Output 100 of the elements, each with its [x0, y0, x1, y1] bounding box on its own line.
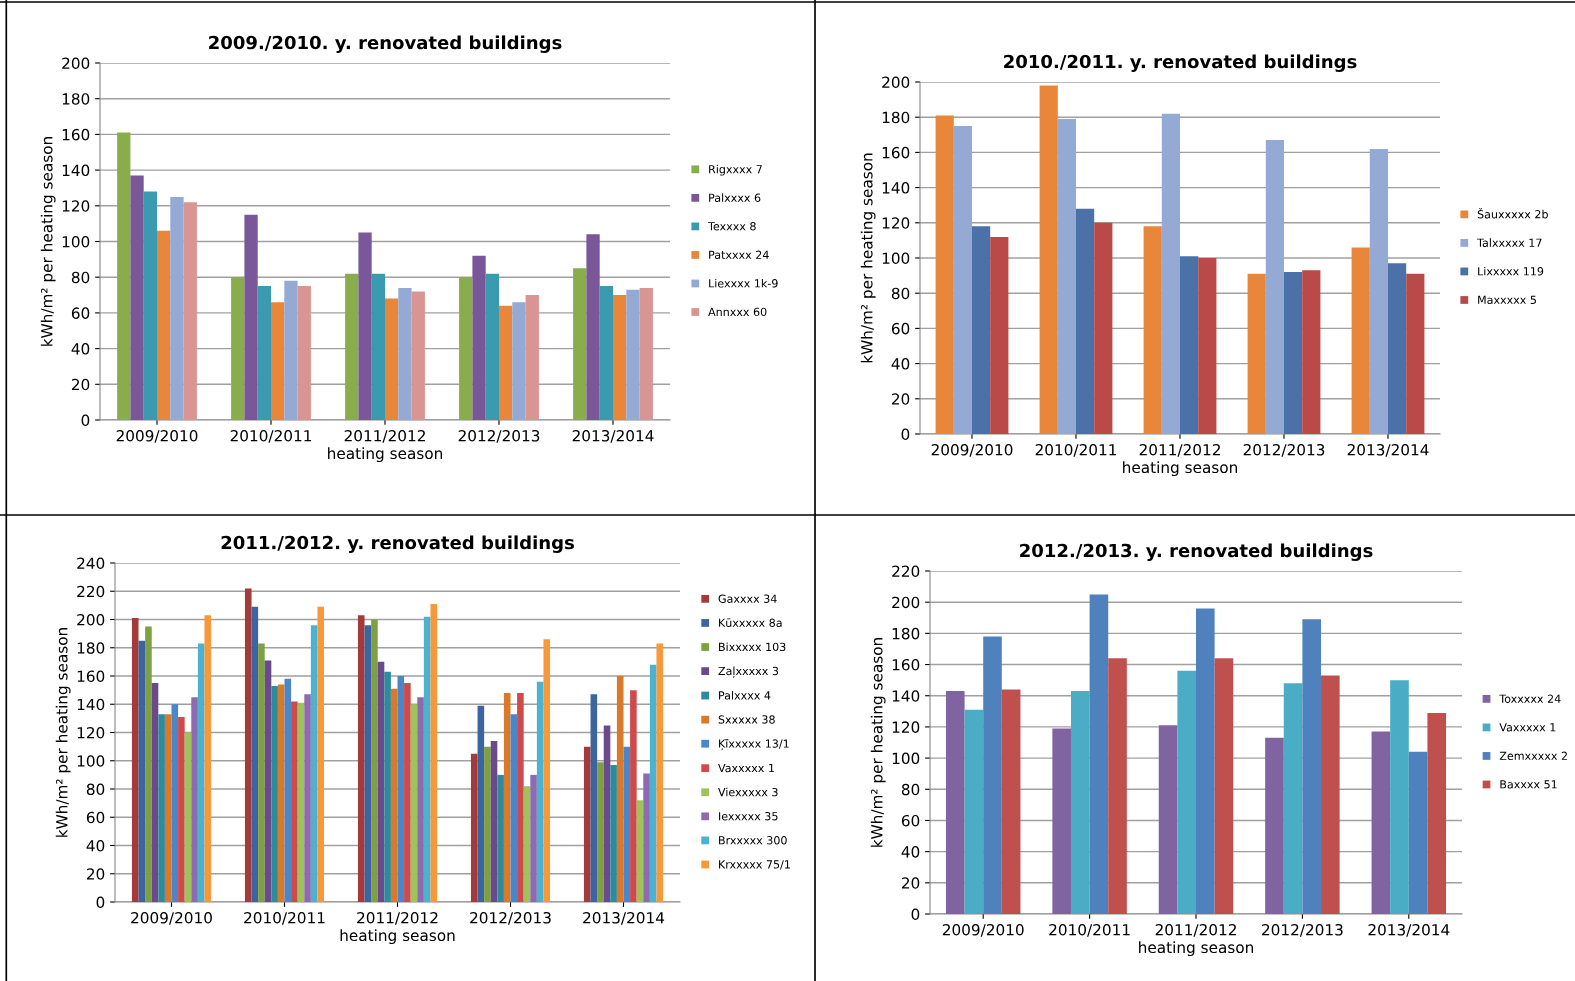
bar — [411, 291, 425, 420]
bar — [151, 683, 159, 902]
y-tick-label: 120 — [77, 726, 105, 739]
x-tick-label: 2009/2010 — [942, 923, 1024, 937]
bar — [573, 268, 587, 420]
bar — [158, 714, 165, 902]
bar — [385, 298, 399, 420]
y-tick-label: 200 — [892, 596, 920, 609]
y-axis-title: kWh/m² per heating season — [870, 638, 886, 847]
bar — [459, 277, 473, 420]
bar — [510, 714, 518, 902]
bar — [512, 302, 526, 420]
bar — [297, 286, 311, 420]
bar — [178, 716, 185, 902]
y-tick-label: 40 — [901, 846, 920, 858]
y-tick-label: 40 — [71, 343, 90, 355]
legend-label: Viexxxxx 3 — [718, 787, 778, 797]
bar — [1039, 85, 1058, 434]
bar — [597, 762, 604, 902]
x-tick-label: 2013/2014 — [572, 429, 654, 443]
y-tick-label: 140 — [62, 164, 90, 177]
bar — [251, 606, 259, 902]
y-tick-label: 100 — [882, 252, 910, 265]
bar — [472, 255, 486, 420]
bar — [284, 280, 298, 420]
bar — [643, 773, 650, 902]
bar — [404, 683, 411, 902]
bar — [258, 643, 265, 902]
bar — [1161, 113, 1180, 434]
bar — [497, 774, 504, 902]
bar — [499, 305, 513, 420]
legend-label: Patxxxx 24 — [709, 250, 769, 259]
bar — [297, 702, 305, 902]
bar — [1143, 226, 1162, 434]
bar — [1247, 273, 1266, 434]
bar — [485, 273, 499, 420]
y-tick-label: 200 — [77, 613, 105, 626]
bar — [536, 681, 544, 902]
bar — [157, 230, 171, 420]
y-tick-label: 140 — [892, 690, 920, 702]
y-tick-label: 180 — [62, 93, 90, 105]
bar — [358, 232, 372, 420]
bar — [583, 746, 591, 902]
y-tick-label: 60 — [86, 811, 105, 824]
x-tick-label: 2009/2010 — [131, 911, 212, 925]
bar — [143, 191, 157, 420]
x-tick-label: 2011/2012 — [1155, 923, 1236, 937]
bar — [1283, 683, 1303, 914]
bar — [616, 676, 624, 902]
legend-label: Ķīxxxxx 13/1 — [719, 739, 789, 751]
bar — [304, 694, 311, 902]
bar — [636, 800, 644, 902]
bar — [626, 289, 640, 420]
bar — [1302, 619, 1322, 914]
bar — [945, 691, 965, 914]
bar — [523, 786, 531, 902]
legend-label: Rigxxxx 7 — [709, 164, 762, 176]
bar — [603, 725, 611, 902]
bar — [1057, 118, 1076, 434]
y-tick-label: 60 — [901, 814, 920, 827]
x-tick-label: 2013/2014 — [1368, 923, 1450, 937]
y-tick-label: 120 — [62, 200, 90, 212]
legend-label: Zemxxxxx 2 — [1499, 751, 1567, 760]
y-tick-label: 0 — [81, 414, 90, 427]
legend-label: Palxxxx 4 — [719, 690, 771, 700]
bar — [972, 226, 991, 434]
y-tick-label: 180 — [892, 627, 920, 640]
bar — [599, 286, 613, 420]
y-tick-label: 200 — [882, 76, 910, 89]
bar — [231, 277, 245, 420]
bar — [590, 694, 598, 902]
bar — [384, 671, 391, 902]
y-tick-label: 0 — [96, 896, 105, 909]
bar — [117, 132, 131, 420]
bar — [277, 684, 285, 902]
bar — [364, 625, 372, 902]
bar — [191, 697, 198, 902]
bar — [543, 639, 551, 902]
x-tick-label: 2013/2014 — [1347, 443, 1429, 457]
x-tick-label: 2012/2013 — [458, 429, 540, 443]
bar — [390, 688, 398, 902]
x-axis-title: heating season — [340, 929, 455, 945]
legend-label: Gaxxxx 34 — [718, 594, 777, 603]
legend-label: Kūxxxxx 8a — [719, 618, 782, 627]
y-tick-label: 160 — [882, 146, 910, 159]
y-tick-label: 160 — [892, 659, 920, 671]
bar — [291, 701, 298, 902]
bar — [1284, 272, 1303, 434]
bar — [423, 616, 431, 902]
bar — [357, 615, 365, 902]
bar — [164, 714, 172, 902]
bar — [1177, 670, 1196, 914]
x-tick-label: 2013/2014 — [583, 911, 665, 925]
bar — [264, 660, 272, 902]
bar — [623, 746, 631, 902]
y-axis-title: kWh/m² per heating season — [860, 153, 876, 363]
bar — [377, 661, 385, 902]
legend-label: Vaxxxxx 1 — [1499, 723, 1556, 732]
x-axis-title: heating season — [328, 447, 443, 463]
bar — [170, 196, 184, 420]
